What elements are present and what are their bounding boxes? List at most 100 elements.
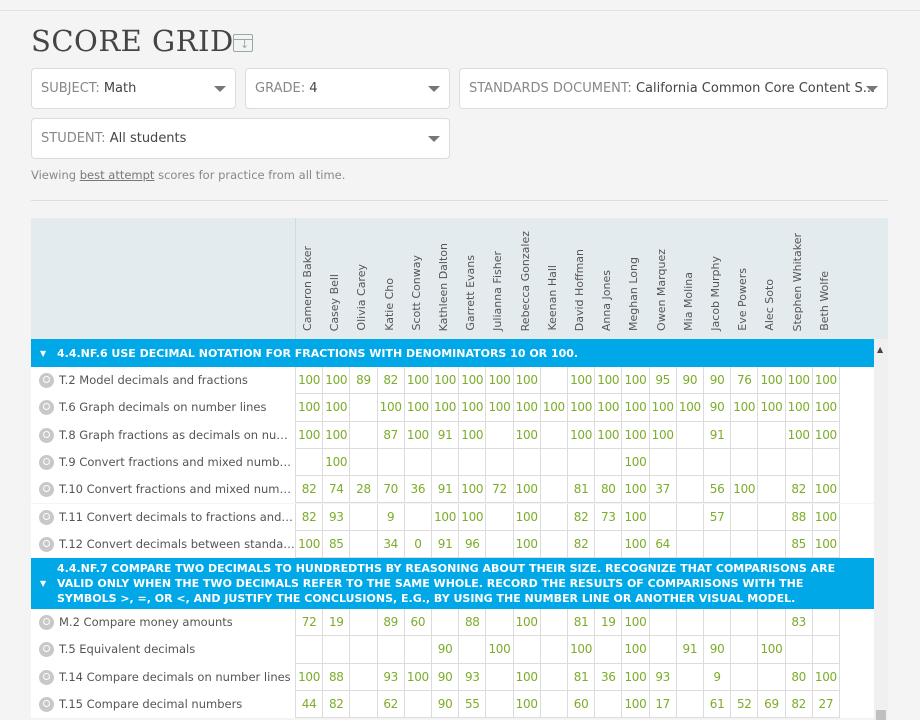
score-cell[interactable] bbox=[485, 663, 513, 691]
score-cell[interactable]: 100 bbox=[757, 636, 785, 664]
score-cell[interactable] bbox=[784, 636, 812, 664]
student-column-header[interactable]: Keenan Hall bbox=[545, 265, 559, 331]
score-cell[interactable]: 90 bbox=[703, 367, 731, 395]
student-column-header[interactable]: Casey Bell bbox=[328, 273, 342, 331]
score-cell[interactable] bbox=[349, 421, 377, 449]
score-cell[interactable]: 100 bbox=[458, 476, 486, 504]
score-cell[interactable] bbox=[539, 691, 567, 719]
score-cell[interactable]: 90 bbox=[431, 663, 459, 691]
score-cell[interactable]: 100 bbox=[784, 394, 812, 422]
score-cell[interactable]: 100 bbox=[539, 394, 567, 422]
score-cell[interactable] bbox=[811, 609, 839, 637]
score-cell[interactable] bbox=[539, 448, 567, 477]
magnifier-icon[interactable] bbox=[39, 642, 54, 658]
score-cell[interactable]: 100 bbox=[811, 530, 839, 559]
skill-name[interactable]: T.12 Convert decimals between standard .… bbox=[31, 531, 295, 558]
score-cell[interactable] bbox=[594, 691, 622, 719]
score-cell[interactable]: 60 bbox=[567, 691, 595, 719]
collapse-caret-icon[interactable]: ▼ bbox=[40, 348, 47, 358]
skill-name[interactable]: T.9 Convert fractions and mixed numbers.… bbox=[31, 449, 295, 476]
score-cell[interactable] bbox=[811, 448, 839, 477]
score-cell[interactable]: 91 bbox=[675, 636, 703, 664]
score-cell[interactable]: 56 bbox=[703, 476, 731, 504]
score-cell[interactable]: 91 bbox=[431, 421, 459, 449]
subject-dropdown[interactable]: SUBJECT: Math bbox=[31, 68, 236, 109]
score-cell[interactable]: 55 bbox=[458, 691, 486, 719]
standard-section-header[interactable]: ▼ 4.4.NF.6 USE DECIMAL NOTATION FOR FRACT… bbox=[31, 339, 874, 367]
score-cell[interactable] bbox=[376, 448, 404, 477]
magnifier-icon[interactable] bbox=[39, 400, 54, 416]
score-cell[interactable]: 100 bbox=[295, 421, 323, 449]
score-cell[interactable] bbox=[811, 636, 839, 664]
student-column-header[interactable]: Anna Jones bbox=[600, 269, 614, 331]
score-cell[interactable]: 69 bbox=[757, 691, 785, 719]
score-cell[interactable] bbox=[458, 448, 486, 477]
score-cell[interactable]: 82 bbox=[567, 530, 595, 559]
score-cell[interactable]: 27 bbox=[811, 691, 839, 719]
score-cell[interactable] bbox=[349, 394, 377, 422]
score-cell[interactable] bbox=[675, 691, 703, 719]
score-cell[interactable]: 76 bbox=[730, 367, 758, 395]
score-cell[interactable]: 91 bbox=[703, 421, 731, 449]
student-column-header[interactable]: Beth Wolfe bbox=[817, 271, 831, 331]
score-cell[interactable]: 100 bbox=[322, 448, 350, 477]
score-cell[interactable] bbox=[675, 476, 703, 504]
score-cell[interactable]: 100 bbox=[648, 421, 676, 449]
score-cell[interactable] bbox=[757, 421, 785, 449]
score-cell[interactable]: 100 bbox=[403, 367, 431, 395]
table-export-icon[interactable] bbox=[233, 34, 253, 52]
magnifier-icon[interactable] bbox=[39, 373, 54, 388]
score-cell[interactable]: 100 bbox=[322, 421, 350, 449]
score-cell[interactable] bbox=[403, 691, 431, 719]
score-cell[interactable]: 61 bbox=[703, 691, 731, 719]
skill-name[interactable]: T.14 Compare decimals on number lines bbox=[31, 664, 295, 691]
score-cell[interactable]: 19 bbox=[322, 609, 350, 637]
score-cell[interactable] bbox=[539, 530, 567, 559]
skill-name[interactable]: T.2 Model decimals and fractions bbox=[31, 367, 295, 394]
magnifier-icon[interactable] bbox=[39, 697, 54, 712]
score-cell[interactable] bbox=[458, 636, 486, 664]
score-cell[interactable] bbox=[648, 503, 676, 531]
collapse-caret-icon[interactable]: ▼ bbox=[40, 579, 47, 589]
score-cell[interactable] bbox=[703, 530, 731, 559]
score-cell[interactable] bbox=[675, 530, 703, 559]
score-cell[interactable] bbox=[594, 448, 622, 477]
score-cell[interactable]: 82 bbox=[295, 476, 323, 504]
score-cell[interactable]: 100 bbox=[295, 530, 323, 559]
score-cell[interactable]: 100 bbox=[757, 367, 785, 395]
student-column-header[interactable]: Katie Cho bbox=[382, 278, 396, 331]
score-cell[interactable]: 57 bbox=[703, 503, 731, 531]
score-cell[interactable]: 81 bbox=[567, 476, 595, 504]
score-cell[interactable] bbox=[349, 691, 377, 719]
score-cell[interactable] bbox=[703, 448, 731, 477]
score-cell[interactable]: 44 bbox=[295, 691, 323, 719]
score-cell[interactable]: 100 bbox=[512, 530, 540, 559]
magnifier-icon[interactable] bbox=[39, 509, 54, 525]
score-cell[interactable]: 100 bbox=[811, 421, 839, 449]
score-cell[interactable] bbox=[703, 609, 731, 637]
score-cell[interactable]: 82 bbox=[784, 476, 812, 504]
score-cell[interactable] bbox=[730, 421, 758, 449]
score-cell[interactable] bbox=[349, 609, 377, 637]
score-cell[interactable]: 80 bbox=[594, 476, 622, 504]
score-cell[interactable] bbox=[485, 421, 513, 449]
score-cell[interactable]: 100 bbox=[512, 663, 540, 691]
score-cell[interactable]: 90 bbox=[431, 636, 459, 664]
score-cell[interactable]: 100 bbox=[621, 476, 649, 504]
score-cell[interactable]: 83 bbox=[784, 609, 812, 637]
scroll-up-icon[interactable]: ▲ bbox=[877, 345, 884, 354]
score-cell[interactable]: 100 bbox=[458, 367, 486, 395]
score-cell[interactable]: 36 bbox=[594, 663, 622, 691]
score-cell[interactable] bbox=[675, 421, 703, 449]
score-cell[interactable]: 100 bbox=[621, 448, 649, 477]
score-cell[interactable]: 0 bbox=[403, 530, 431, 559]
score-cell[interactable]: 64 bbox=[648, 530, 676, 559]
score-cell[interactable]: 100 bbox=[458, 503, 486, 531]
score-cell[interactable]: 60 bbox=[403, 609, 431, 637]
score-cell[interactable] bbox=[376, 636, 404, 664]
score-cell[interactable] bbox=[539, 503, 567, 531]
score-cell[interactable]: 82 bbox=[322, 691, 350, 719]
score-cell[interactable]: 100 bbox=[567, 636, 595, 664]
score-cell[interactable] bbox=[485, 691, 513, 719]
score-cell[interactable] bbox=[757, 448, 785, 477]
